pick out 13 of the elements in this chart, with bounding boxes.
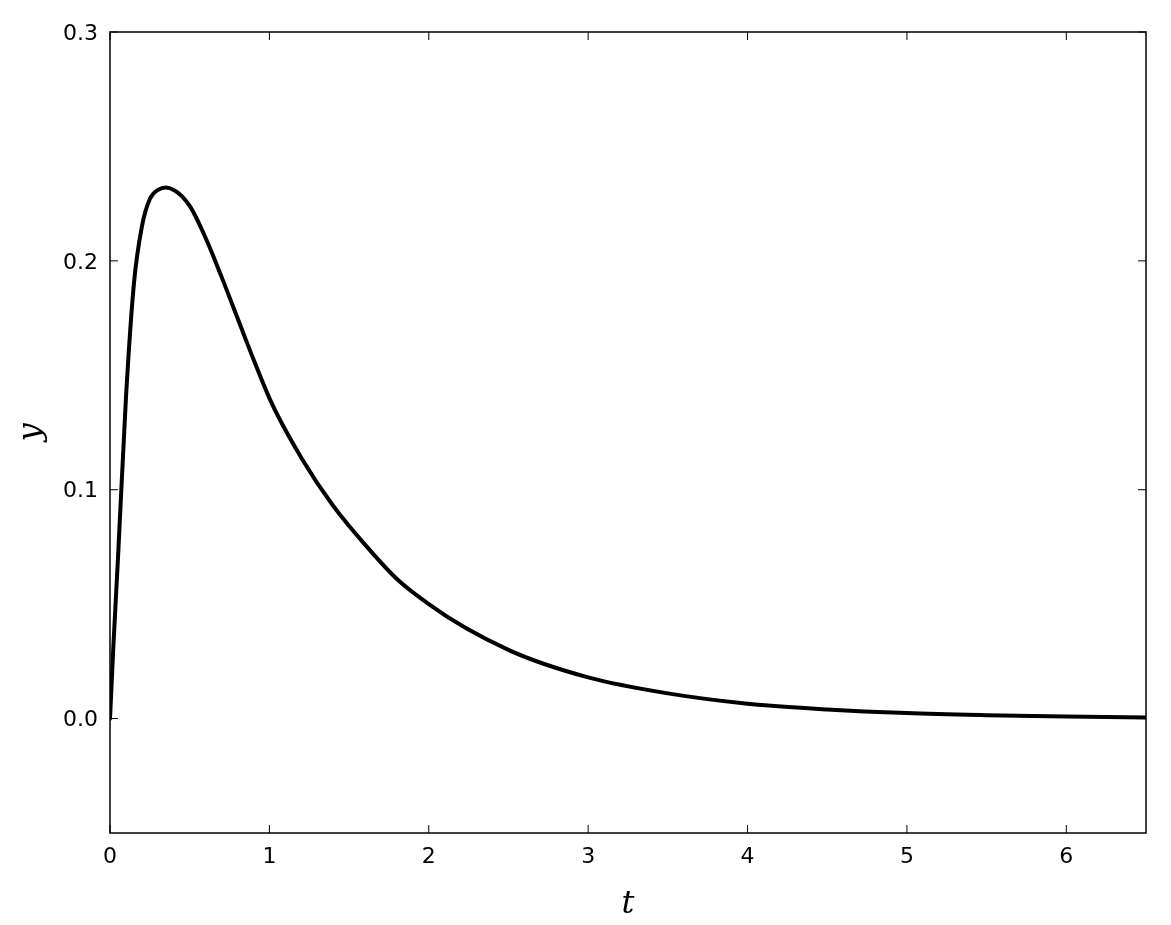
y-axis-title: y [10,422,48,444]
x-tick-label: 6 [1059,843,1074,868]
x-tick-label: 0 [103,843,117,868]
y-tick-label: 0.0 [63,706,98,732]
y-tick-label: 0.3 [63,19,98,45]
x-tick-label: 2 [421,843,436,868]
x-tick-label: 5 [899,843,914,868]
y-tick-label: 0.1 [63,477,98,503]
x-tick-label: 4 [740,843,755,868]
x-axis-title: t [621,883,635,921]
x-tick-label: 1 [262,843,277,868]
y-tick-label: 0.2 [63,248,98,274]
x-tick-label: 3 [581,843,596,868]
